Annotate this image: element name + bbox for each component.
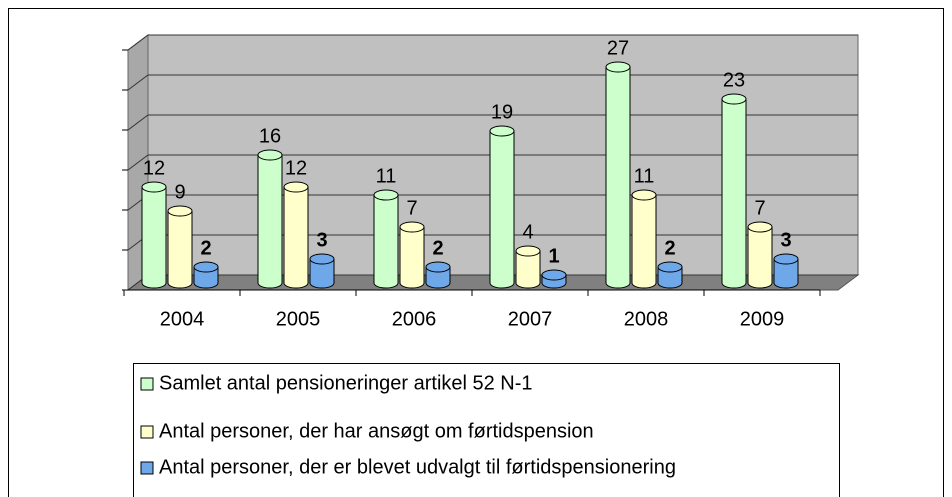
legend-swatch [140,461,154,475]
bar [142,187,166,283]
bar-top [257,149,283,161]
value-label: 11 [634,165,655,187]
bar [632,195,656,283]
bar-top [399,221,425,233]
bar [490,131,514,283]
value-label: 2 [200,237,211,259]
bar-top [309,253,335,265]
x-tick-label: 2006 [392,308,437,330]
bar-top [515,245,541,257]
bar [258,155,282,283]
legend-box [133,363,840,497]
bar-top [541,269,567,281]
bar [400,227,424,283]
bar-top [605,61,631,73]
value-label: 23 [723,69,745,91]
grid-line [127,34,858,51]
legend-swatch [140,425,154,439]
x-tick-label: 2005 [276,308,321,330]
value-label: 12 [143,157,165,179]
x-tick-label: 2009 [740,308,785,330]
bar [168,211,192,283]
value-label: 3 [780,229,791,251]
bar-top [489,125,515,137]
bar [284,187,308,283]
bar [606,67,630,283]
bar-top [747,221,773,233]
value-label: 11 [376,165,397,187]
value-label: 9 [174,181,185,203]
value-label: 1 [548,245,559,267]
x-tick-label: 2004 [160,308,205,330]
value-label: 3 [316,229,327,251]
legend-label: Samlet antal pensioneringer artikel 52 N… [159,372,533,394]
legend-swatch [140,377,154,391]
bar-top [657,261,683,273]
bar [722,99,746,283]
value-label: 2 [432,237,443,259]
bar-top [631,189,657,201]
value-label: 27 [607,37,629,59]
legend-label: Antal personer, der har ansøgt om førtid… [159,420,594,442]
bar-top [773,253,799,265]
bar-top [721,93,747,105]
bar-top [193,261,219,273]
bar-top [283,181,309,193]
value-label: 16 [259,125,281,147]
bar [748,227,772,283]
value-label: 19 [491,101,513,123]
bar-top [425,261,451,273]
value-label: 7 [406,197,417,219]
bar [374,195,398,283]
value-label: 7 [754,197,765,219]
value-label: 12 [285,157,307,179]
x-tick-label: 2007 [508,308,553,330]
legend-label: Antal personer, der er blevet udvalgt ti… [159,456,676,478]
value-label: 2 [664,237,675,259]
bar-top [167,205,193,217]
value-label: 4 [522,221,533,243]
bar-top [373,189,399,201]
bar-top [141,181,167,193]
x-tick-label: 2008 [624,308,669,330]
